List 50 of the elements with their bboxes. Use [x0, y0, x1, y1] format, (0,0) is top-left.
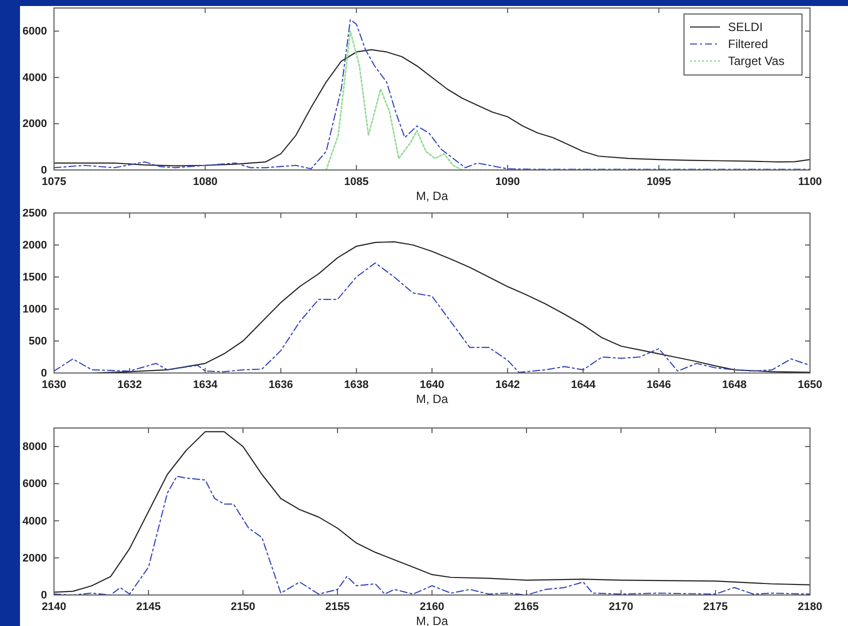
x-tick-label: 1644: [570, 378, 596, 391]
x-tick-label: 1630: [42, 378, 66, 391]
x-tick-label: 1650: [798, 378, 822, 391]
y-tick-label: 1500: [22, 272, 47, 284]
x-tick-label: 1636: [268, 378, 294, 391]
y-tick-label: 6000: [22, 478, 47, 490]
x-tick-label: 2145: [136, 600, 161, 613]
x-tick-label: 2165: [514, 600, 539, 613]
line-series: [54, 476, 810, 595]
x-tick-label: 2155: [325, 600, 350, 613]
x-tick-label: 2175: [703, 600, 728, 613]
y-tick-label: 2000: [22, 240, 47, 252]
legend-label: Filtered: [728, 37, 768, 51]
y-tick-label: 2000: [22, 552, 47, 564]
x-axis-title: M, Da: [416, 392, 448, 406]
x-tick-label: 1085: [344, 176, 369, 188]
x-tick-label: 2150: [230, 600, 256, 613]
x-tick-label: 1090: [495, 176, 520, 188]
y-tick-label: 0: [40, 164, 47, 177]
x-tick-label: 1075: [42, 176, 66, 188]
y-tick-label: 4000: [22, 72, 47, 84]
y-tick-label: 6000: [22, 26, 47, 38]
x-tick-label: 1638: [344, 378, 369, 391]
y-tick-label: 0: [40, 590, 47, 602]
x-tick-label: 1080: [192, 176, 218, 188]
legend-label: Target Vas: [728, 54, 784, 68]
x-tick-label: 1646: [646, 378, 672, 391]
x-tick-label: 2180: [798, 600, 822, 613]
y-tick-label: 1000: [22, 304, 47, 316]
x-tick-label: 1640: [420, 378, 444, 391]
line-series: [54, 431, 810, 593]
x-tick-label: 1100: [798, 176, 822, 188]
legend-label: SELDI: [728, 20, 763, 34]
line-series: [54, 49, 810, 166]
x-tick-label: 2140: [42, 600, 66, 613]
y-tick-label: 2500: [22, 208, 47, 220]
x-tick-label: 1634: [192, 378, 218, 391]
line-series: [54, 262, 810, 373]
y-tick-label: 500: [28, 336, 47, 348]
x-tick-label: 1095: [646, 176, 672, 188]
y-tick-label: 4000: [22, 515, 47, 528]
x-tick-label: 2170: [608, 600, 634, 613]
x-tick-label: 1632: [117, 378, 142, 391]
x-axis-title: M, Da: [416, 189, 448, 203]
x-tick-label: 1648: [722, 378, 747, 391]
x-tick-label: 2160: [420, 600, 444, 613]
y-tick-label: 0: [40, 368, 47, 380]
y-tick-label: 2000: [22, 118, 47, 130]
x-tick-label: 1642: [495, 378, 520, 391]
y-tick-label: 8000: [22, 441, 47, 454]
